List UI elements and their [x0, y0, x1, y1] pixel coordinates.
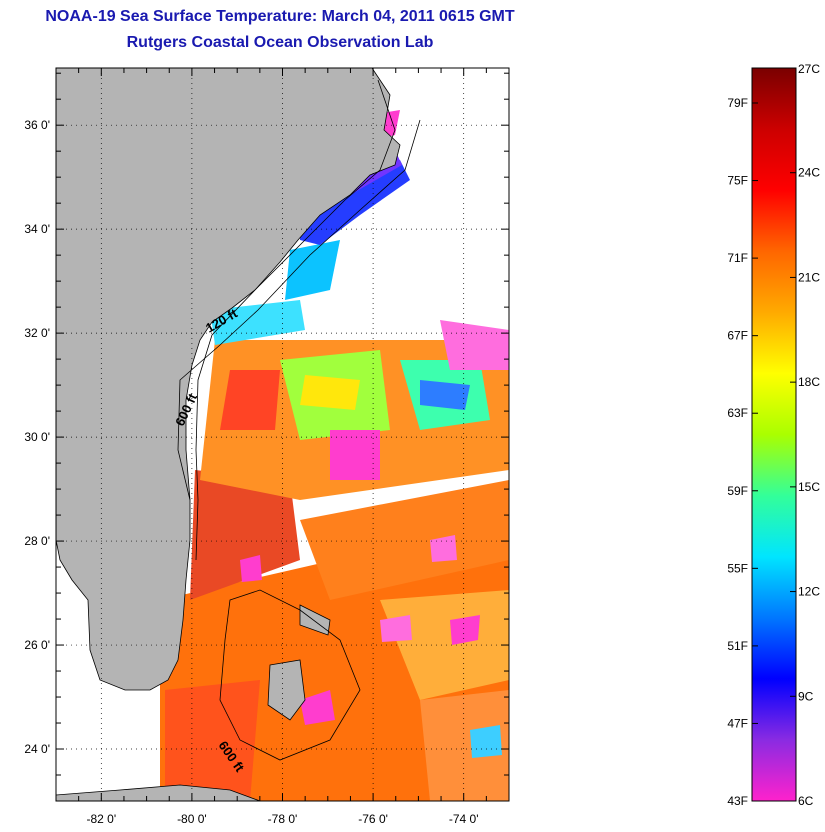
colorbar-c-label: 15C	[798, 480, 820, 494]
sst-imagery	[160, 110, 509, 801]
isobath-120ft	[195, 79, 396, 561]
lat-tick-label: 24 0'	[24, 742, 50, 756]
lon-tick-label: -80 0'	[177, 812, 207, 826]
land-mass	[56, 68, 401, 691]
longitude-labels: -82 0' -80 0' -78 0' -76 0' -74 0'	[86, 812, 478, 826]
colorbar-fahrenheit-labels: 79F 75F 71F 67F 63F 59F 55F 51F 47F 43F	[727, 96, 748, 808]
latitude-labels: 36 0' 34 0' 32 0' 30 0' 28 0' 26 0' 24 0'	[24, 118, 50, 756]
colorbar-f-label: 47F	[727, 716, 748, 730]
colorbar-f-label: 63F	[727, 406, 748, 420]
colorbar-f-label: 75F	[727, 174, 748, 188]
lon-tick-label: -74 0'	[449, 812, 479, 826]
lat-tick-label: 36 0'	[24, 118, 50, 132]
bahamas-island-2	[299, 604, 331, 636]
lon-tick-label: -82 0'	[86, 812, 116, 826]
colorbar-ticks	[752, 67, 796, 802]
colorbar-f-label: 51F	[727, 639, 748, 653]
colorbar-f-label: 43F	[727, 794, 748, 808]
isobath-bahamas	[219, 589, 361, 761]
colorbar-f-label: 59F	[727, 484, 748, 498]
colorbar-c-label: 27C	[798, 62, 820, 76]
grid-lines	[56, 68, 509, 801]
colorbar-c-label: 18C	[798, 375, 820, 389]
colorbar-c-label: 9C	[798, 689, 814, 703]
map-title: NOAA-19 Sea Surface Temperature: March 0…	[45, 8, 515, 25]
lat-tick-label: 34 0'	[24, 222, 50, 236]
colorbar-f-label: 55F	[727, 561, 748, 575]
colorbar-c-label: 24C	[798, 166, 820, 180]
lat-tick-label: 26 0'	[24, 638, 50, 652]
lon-tick-label: -76 0'	[358, 812, 388, 826]
colorbar	[751, 67, 797, 802]
cuba-land	[56, 784, 261, 801]
lon-tick-label: -78 0'	[268, 812, 298, 826]
bahamas-island	[267, 659, 306, 721]
colorbar-f-label: 71F	[727, 251, 748, 265]
colorbar-c-label: 12C	[798, 585, 820, 599]
lat-tick-label: 28 0'	[24, 534, 50, 548]
frame-ticks	[55, 68, 510, 802]
colorbar-c-label: 6C	[798, 794, 814, 808]
colorbar-c-label: 21C	[798, 270, 820, 284]
map-subtitle: Rutgers Coastal Ocean Observation Lab	[126, 34, 434, 51]
lat-tick-label: 30 0'	[24, 430, 50, 444]
isobath-600ft	[177, 119, 421, 501]
colorbar-celsius-labels: 27C 24C 21C 18C 15C 12C 9C 6C	[798, 62, 820, 808]
colorbar-f-label: 79F	[727, 96, 748, 110]
colorbar-f-label: 67F	[727, 329, 748, 343]
lat-tick-label: 32 0'	[24, 326, 50, 340]
